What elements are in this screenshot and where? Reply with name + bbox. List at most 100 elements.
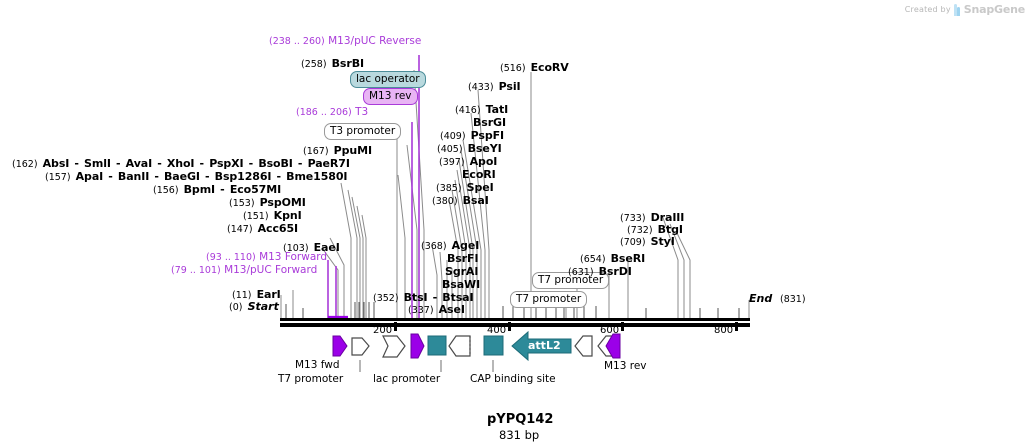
boxed-label-lac-operator[interactable]: lac operator — [350, 71, 426, 88]
enzyme-position: (153) — [229, 198, 255, 209]
enzyme-label-bseri[interactable]: (654) BseRI — [580, 249, 645, 265]
enzyme-name: ApaI — [75, 170, 104, 183]
enzyme-name: StyI — [650, 235, 675, 248]
sequence-axis-main-line[interactable] — [280, 323, 750, 327]
enzyme-separator: - — [74, 157, 79, 170]
enzyme-separator: - — [116, 157, 121, 170]
enzyme-name: BsaI — [462, 194, 489, 207]
enzyme-label-spei[interactable]: (385) SpeI — [436, 178, 494, 194]
enzyme-label-ecorv[interactable]: (516) EcoRV — [500, 58, 569, 74]
primer-label-m13puc-reverse: (238 .. 260) M13/pUC Reverse — [269, 36, 421, 47]
enzyme-name: BseRI — [610, 252, 646, 265]
enzyme-name: PspOMI — [259, 196, 306, 209]
enzyme-name: BpmI — [183, 183, 216, 196]
enzyme-label-apoi[interactable]: (397) ApoI — [439, 152, 497, 168]
enzyme-name: BsrDI — [598, 265, 632, 278]
ruler-tick-label-800: 800 — [714, 325, 734, 336]
enzyme-name: SmlI — [84, 157, 111, 170]
enzyme-position: (258) — [301, 59, 327, 70]
snapgene-credit: Created by SnapGene — [905, 3, 1025, 16]
enzyme-name: BtgI — [657, 223, 683, 236]
enzyme-label-eaei[interactable]: (103) EaeI — [283, 238, 340, 254]
enzyme-label-acc65i[interactable]: (147) Acc65I — [227, 219, 298, 235]
enzyme-position: (409) — [440, 131, 466, 142]
enzyme-position: (162) — [12, 159, 38, 170]
feature-label-t7-promoter[interactable]: T7 promoter — [278, 373, 344, 385]
enzyme-label-asei[interactable]: (337) AseI — [408, 300, 465, 316]
enzyme-name: Bme1580I — [286, 170, 348, 183]
enzyme-position: (352) — [373, 293, 399, 304]
enzyme-label-btgi[interactable]: (732) BtgI — [627, 220, 683, 236]
enzyme-label-row-162[interactable]: (162) AbsI - SmlI - AvaI - XhoI - PspXI … — [12, 154, 350, 170]
enzyme-position: (368) — [421, 241, 447, 252]
enzyme-name: Eco57MI — [229, 183, 282, 196]
enzyme-name: EcoRV — [530, 61, 569, 74]
enzyme-label-kpni[interactable]: (151) KpnI — [243, 206, 302, 222]
enzyme-name: Acc65I — [257, 222, 298, 235]
ruler-tick-label-600: 600 — [600, 325, 620, 336]
enzyme-name: ApoI — [469, 155, 498, 168]
enzyme-position: (654) — [580, 254, 606, 265]
feature-label-m13-rev[interactable]: M13 rev — [604, 360, 647, 372]
enzyme-separator: - — [220, 183, 225, 196]
feature-label-attl2[interactable]: attL2 — [528, 339, 561, 352]
enzyme-label-bseyi[interactable]: (405) BseYI — [437, 139, 502, 155]
enzyme-name: PsiI — [498, 80, 521, 93]
enzyme-name: AbsI — [42, 157, 70, 170]
enzyme-label-sgrai[interactable]: SgrAI — [445, 262, 478, 278]
enzyme-position: (397) — [439, 157, 465, 168]
boxed-label-t3-promoter[interactable]: T3 promoter — [324, 123, 402, 140]
enzyme-label-ppumi[interactable]: (167) PpuMI — [303, 141, 372, 157]
enzyme-label-psii[interactable]: (433) PsiI — [468, 77, 521, 93]
enzyme-name: BseYI — [467, 142, 502, 155]
feature-label-lac-promoter[interactable]: lac promoter — [373, 373, 441, 385]
primer-label-t3: (186 .. 206) T3 — [296, 107, 368, 118]
primer-label-m13puc-forward: (79 .. 101) M13/pUC Forward — [171, 265, 317, 276]
enzyme-label-btsi-btsai[interactable]: (352) BtsI - BtsaI — [373, 288, 474, 304]
enzyme-label-agei[interactable]: (368) AgeI — [421, 236, 479, 252]
enzyme-name: BsrFI — [447, 252, 479, 265]
ruler-tick-label-200: 200 — [373, 325, 393, 336]
enzyme-position: (156) — [153, 185, 179, 196]
enzyme-label-pspfi[interactable]: (409) PspFI — [440, 126, 504, 142]
start-text: Start — [247, 300, 279, 313]
enzyme-label-bsrgi[interactable]: BsrGI — [473, 113, 506, 129]
enzyme-position: (709) — [620, 237, 646, 248]
enzyme-position: (385) — [436, 183, 462, 194]
primer-name: M13 Forward — [259, 251, 328, 263]
boxed-label-t7-promoter-upper[interactable]: T7 promoter — [532, 272, 610, 289]
enzyme-label-row-157[interactable]: (157) ApaI - BanII - BaeGI - Bsp1286I - … — [45, 167, 347, 183]
enzyme-label-styi[interactable]: (709) StyI — [620, 232, 675, 248]
enzyme-label-bsrdi[interactable]: (631) BsrDI — [568, 262, 632, 278]
enzyme-position: (380) — [432, 196, 458, 207]
plasmid-length: 831 bp — [499, 428, 540, 442]
enzyme-separator: - — [432, 291, 438, 304]
enzyme-name: DraIII — [650, 211, 685, 224]
enzyme-label-bsrfi[interactable]: BsrFI — [447, 249, 479, 265]
sequence-end-position: (831) — [780, 294, 806, 305]
snapgene-brand-text: SnapGene — [963, 3, 1025, 16]
feature-label-cap-binding-site[interactable]: CAP binding site — [470, 373, 556, 385]
enzyme-name: TatI — [485, 103, 509, 116]
boxed-label-m13-rev[interactable]: M13 rev — [363, 88, 418, 105]
enzyme-label-row-156[interactable]: (156) BpmI - Eco57MI — [153, 180, 281, 196]
ruler-tick-mark-200 — [394, 322, 397, 331]
enzyme-label-ecori[interactable]: EcoRI — [462, 165, 496, 181]
enzyme-name: EcoRI — [462, 168, 496, 181]
enzyme-name: AgeI — [451, 239, 480, 252]
boxed-label-t7-promoter-lower[interactable]: T7 promoter — [510, 291, 588, 308]
enzyme-name: BtsaI — [442, 291, 474, 304]
enzyme-name: BtsI — [403, 291, 428, 304]
enzyme-name: PpuMI — [333, 144, 372, 157]
enzyme-position: (433) — [468, 82, 494, 93]
enzyme-label-draiii[interactable]: (733) DraIII — [620, 208, 684, 224]
enzyme-label-bsawi[interactable]: BsaWI — [442, 275, 480, 291]
feature-label-m13-fwd[interactable]: M13 fwd — [295, 359, 340, 371]
enzyme-label-pspomi[interactable]: (153) PspOMI — [229, 193, 306, 209]
enzyme-separator: - — [205, 170, 210, 183]
enzyme-label-bsai[interactable]: (380) BsaI — [432, 191, 489, 207]
enzyme-label-tati[interactable]: (416) TatI — [455, 100, 508, 116]
enzyme-separator: - — [248, 157, 254, 170]
enzyme-label-bsrbi[interactable]: (258) BsrBI — [301, 54, 364, 70]
enzyme-label-eari[interactable]: (11) EarI — [232, 285, 281, 301]
